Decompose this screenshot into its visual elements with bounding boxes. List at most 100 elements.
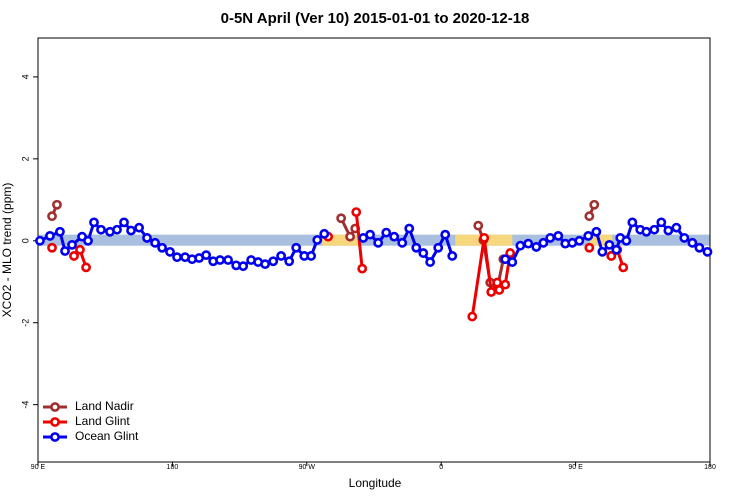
data-point bbox=[679, 233, 690, 243]
data-point bbox=[389, 231, 400, 242]
x-tick-label: 90 E bbox=[31, 464, 46, 471]
y-tick-label: -2 bbox=[20, 319, 30, 327]
data-point bbox=[365, 229, 376, 240]
data-point bbox=[81, 262, 91, 273]
data-point bbox=[345, 231, 356, 242]
data-point bbox=[381, 227, 392, 238]
data-point bbox=[479, 233, 490, 243]
x-tick-label: 180 bbox=[167, 464, 179, 471]
data-point bbox=[663, 225, 674, 236]
data-point bbox=[357, 263, 368, 274]
legend-label: Land Nadir bbox=[75, 399, 134, 413]
data-point bbox=[45, 230, 55, 241]
data-point bbox=[591, 226, 602, 237]
data-point bbox=[515, 240, 526, 251]
data-point bbox=[47, 242, 57, 253]
data-point bbox=[433, 242, 444, 253]
data-point bbox=[157, 242, 167, 253]
data-point bbox=[621, 235, 632, 246]
data-point bbox=[411, 242, 422, 253]
data-point bbox=[172, 252, 182, 263]
data-point bbox=[702, 246, 713, 257]
data-point bbox=[47, 211, 57, 222]
data-point bbox=[112, 224, 122, 235]
data-point bbox=[687, 237, 698, 248]
data-point bbox=[440, 229, 451, 240]
y-tick-label: 0 bbox=[20, 238, 30, 243]
data-point bbox=[215, 255, 225, 265]
legend-marker bbox=[50, 417, 60, 427]
series-line bbox=[72, 211, 625, 317]
data-point bbox=[606, 251, 617, 261]
data-point bbox=[351, 207, 362, 218]
x-axis-label: Longitude bbox=[349, 476, 402, 490]
data-point bbox=[584, 242, 595, 253]
data-point bbox=[60, 246, 70, 256]
data-point bbox=[126, 225, 136, 236]
data-point bbox=[505, 248, 516, 258]
data-point bbox=[694, 242, 705, 253]
data-point bbox=[150, 237, 160, 248]
data-point bbox=[584, 211, 595, 222]
data-point bbox=[134, 222, 144, 233]
x-tick-label: 0 bbox=[439, 464, 443, 471]
data-point bbox=[574, 235, 585, 246]
data-point bbox=[260, 259, 271, 270]
data-point bbox=[35, 235, 45, 246]
data-point bbox=[597, 246, 608, 257]
legend-label: Ocean Glint bbox=[75, 429, 139, 443]
data-point bbox=[618, 262, 629, 273]
data-point bbox=[119, 217, 129, 228]
data-point bbox=[284, 256, 295, 267]
data-point bbox=[604, 239, 615, 250]
y-tick-label: 2 bbox=[20, 156, 30, 161]
plot-frame bbox=[37, 37, 711, 463]
data-point bbox=[336, 213, 347, 224]
data-point bbox=[52, 199, 62, 210]
data-point bbox=[649, 224, 660, 235]
data-point bbox=[201, 250, 212, 261]
legend-marker bbox=[50, 432, 60, 442]
data-point bbox=[306, 251, 317, 261]
data-point bbox=[69, 251, 79, 261]
data-point bbox=[425, 257, 436, 267]
legend-label: Land Glint bbox=[75, 414, 130, 428]
legend-marker bbox=[50, 402, 60, 412]
x-tick-label: 90 W bbox=[299, 464, 316, 471]
data-point bbox=[291, 242, 302, 253]
data-point bbox=[486, 287, 497, 297]
data-point bbox=[312, 235, 323, 245]
data-point bbox=[538, 237, 549, 248]
data-point bbox=[418, 248, 429, 258]
data-point bbox=[276, 251, 287, 261]
data-point bbox=[96, 224, 106, 235]
data-point bbox=[238, 261, 249, 272]
x-tick-label: 90 E bbox=[568, 464, 583, 471]
background-band bbox=[322, 234, 359, 246]
data-point bbox=[656, 217, 667, 228]
data-point bbox=[627, 217, 638, 228]
data-point bbox=[55, 226, 65, 237]
data-point bbox=[589, 199, 600, 210]
data-point bbox=[473, 220, 484, 231]
data-point bbox=[500, 279, 511, 290]
data-point bbox=[583, 230, 594, 241]
chart-title: 0-5N April (Ver 10) 2015-01-01 to 2020-1… bbox=[221, 10, 530, 27]
y-axis-label: XCO2 - MLO trend (ppm) bbox=[0, 183, 14, 318]
data-point bbox=[641, 226, 652, 237]
background-band bbox=[590, 234, 613, 246]
data-point bbox=[447, 251, 458, 261]
data-point bbox=[531, 242, 542, 252]
data-point bbox=[75, 244, 85, 255]
data-point bbox=[142, 233, 152, 243]
data-point bbox=[268, 256, 279, 267]
data-point bbox=[523, 238, 534, 249]
y-tick-label: 4 bbox=[20, 74, 30, 79]
data-point bbox=[553, 230, 564, 241]
data-point bbox=[494, 285, 505, 295]
data-point bbox=[404, 223, 415, 234]
data-point bbox=[545, 233, 556, 243]
data-point bbox=[507, 257, 518, 267]
data-point bbox=[83, 235, 93, 246]
